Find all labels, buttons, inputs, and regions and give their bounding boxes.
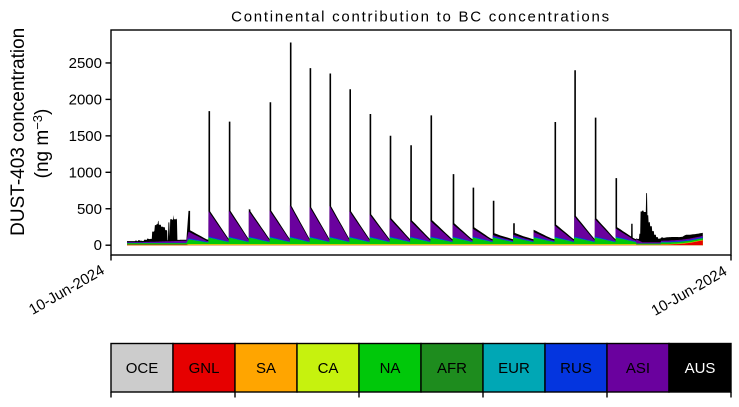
svg-text:AFR: AFR (437, 360, 467, 377)
svg-text:EUR: EUR (498, 360, 530, 377)
svg-text:0: 0 (94, 237, 102, 254)
svg-text:OCE: OCE (126, 360, 159, 377)
svg-text:500: 500 (77, 201, 102, 218)
svg-text:2500: 2500 (69, 55, 102, 72)
svg-text:Continental contribution to BC: Continental contribution to BC concentra… (231, 9, 611, 26)
svg-text:DUST-403 concentration: DUST-403 concentration (8, 28, 29, 236)
svg-text:SA: SA (256, 360, 276, 377)
svg-text:NA: NA (380, 360, 401, 377)
svg-text:GNL: GNL (189, 360, 220, 377)
svg-text:2000: 2000 (69, 91, 102, 108)
svg-text:ASI: ASI (626, 360, 650, 377)
svg-text:1500: 1500 (69, 128, 102, 145)
svg-text:CA: CA (318, 360, 339, 377)
svg-text:1000: 1000 (69, 164, 102, 181)
svg-text:AUS: AUS (685, 360, 716, 377)
svg-text:RUS: RUS (560, 360, 592, 377)
